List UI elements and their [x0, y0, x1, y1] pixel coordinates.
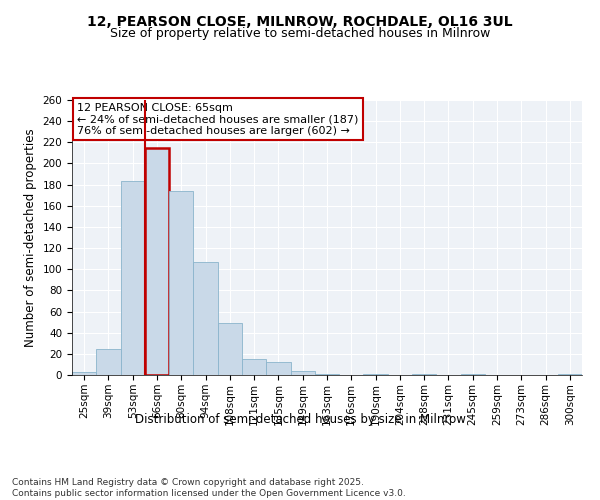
Text: Size of property relative to semi-detached houses in Milnrow: Size of property relative to semi-detach… [110, 28, 490, 40]
Bar [145, 148, 169, 375]
Bar [558, 374, 582, 375]
Bar [169, 191, 193, 375]
Text: 12 PEARSON CLOSE: 65sqm
← 24% of semi-detached houses are smaller (187)
76% of s: 12 PEARSON CLOSE: 65sqm ← 24% of semi-de… [77, 103, 358, 136]
Bar [315, 374, 339, 375]
Bar [266, 362, 290, 375]
Text: Distribution of semi-detached houses by size in Milnrow: Distribution of semi-detached houses by … [134, 412, 466, 426]
Bar [218, 323, 242, 375]
Text: Contains HM Land Registry data © Crown copyright and database right 2025.
Contai: Contains HM Land Registry data © Crown c… [12, 478, 406, 498]
Bar [364, 374, 388, 375]
Bar [193, 262, 218, 375]
Y-axis label: Number of semi-detached properties: Number of semi-detached properties [24, 128, 37, 347]
Bar [242, 359, 266, 375]
Bar [412, 374, 436, 375]
Bar [72, 372, 96, 375]
Text: 12, PEARSON CLOSE, MILNROW, ROCHDALE, OL16 3UL: 12, PEARSON CLOSE, MILNROW, ROCHDALE, OL… [87, 15, 513, 29]
Bar [461, 374, 485, 375]
Bar [96, 348, 121, 375]
Bar [121, 182, 145, 375]
Bar [290, 371, 315, 375]
